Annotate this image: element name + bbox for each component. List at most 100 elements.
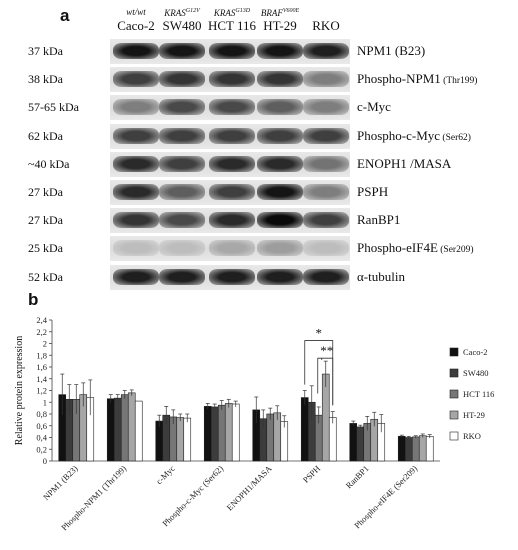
bar [134, 400, 143, 462]
cell-line-label: SW480 [162, 18, 202, 33]
protein-label: NPM1 (B23) [357, 43, 426, 58]
blot-band [257, 71, 303, 88]
y-tick-label: 1 [43, 397, 47, 407]
mutation-label: V600E [282, 8, 300, 14]
genotype-label: BRAFV600E [260, 8, 300, 18]
bar [425, 436, 434, 462]
x-category-label: RanBP1 [344, 463, 371, 490]
significance-star: ** [320, 343, 333, 358]
column-header: KRASG12V SW480 [152, 8, 212, 33]
blot-band [209, 43, 255, 59]
blot-band [113, 212, 159, 229]
cell-line-label: Caco-2 [117, 18, 155, 33]
blot-strip [110, 264, 350, 290]
molecular-weight-label: 52 kDa [28, 269, 63, 284]
bar-chart: 0 0,20,4 0,6 0,8 11,2 1,4 1,6 1,82 2,2 2,4 Relativ… [14, 315, 494, 532]
blot-band [159, 268, 205, 285]
y-tick-label: 0,2 [36, 444, 47, 454]
y-tick-label: 1,4 [36, 374, 47, 384]
phospho-site-label: (Ser62) [440, 132, 471, 143]
y-tick-label: 1,6 [36, 362, 47, 372]
bar [127, 392, 136, 462]
blot-row: 27 kDa PSPH [0, 179, 518, 206]
blot-band [159, 240, 205, 257]
blot-band [113, 43, 159, 59]
protein-label: Phospho-NPM1 (Thr199) [357, 71, 478, 87]
bar [210, 406, 219, 462]
legend-label: HCT 116 [463, 389, 494, 399]
phospho-site-label: (Ser209) [437, 245, 474, 256]
blot-band [113, 184, 159, 200]
y-axis-label: Relative protein expression [14, 336, 25, 445]
bar [266, 413, 275, 462]
blot-band [257, 212, 303, 229]
protein-label: RanBP1 [357, 212, 401, 228]
blot-band [209, 99, 255, 116]
protein-label: PSPH [357, 184, 389, 199]
column-header: RKO [296, 8, 356, 33]
blot-strip [110, 208, 350, 234]
legend-swatch [449, 410, 459, 420]
blot-band [257, 268, 303, 285]
blot-band [113, 71, 159, 88]
column-header: wt/wt Caco-2 [106, 7, 166, 33]
bar [349, 423, 358, 462]
y-tick-label: 0,4 [36, 433, 47, 443]
significance-bracket [321, 357, 334, 406]
bar [321, 373, 330, 462]
blot-strip [110, 123, 350, 149]
genotype-label: wt/wt [126, 7, 146, 17]
blot-band [303, 99, 349, 116]
legend-swatch [449, 389, 459, 399]
molecular-weight-label: 25 kDa [28, 241, 63, 256]
legend-swatch [449, 431, 459, 441]
blot-band [209, 127, 255, 144]
legend-label: RKO [463, 431, 481, 441]
y-tick-label: 0 [43, 456, 47, 466]
blot-band [303, 71, 349, 88]
blot-band [303, 240, 349, 257]
blot-band [113, 99, 159, 116]
phospho-site-label: (Thr199) [440, 76, 478, 87]
y-tick-label: 0,8 [36, 409, 47, 419]
blot-band [303, 127, 349, 144]
blot-band [113, 127, 159, 144]
blot-row: 57-65 kDa c-Myc [0, 94, 518, 121]
protein-label: ENOPH1 /MASA [357, 155, 452, 171]
panel-a-label: a [60, 6, 70, 25]
bar [203, 406, 212, 462]
bar [300, 397, 309, 462]
y-tick-label: 1,8 [36, 350, 47, 360]
blot-strip [110, 151, 350, 177]
genotype-label: KRASG12V [164, 8, 200, 18]
bar [397, 436, 406, 462]
blot-band [159, 127, 205, 144]
bar [411, 436, 420, 462]
significance-bracket [317, 357, 322, 394]
blot-band [209, 184, 255, 200]
molecular-weight-label: 57-65 kDa [28, 100, 79, 115]
protein-label: Phospho-eIF4E (Ser209) [357, 240, 474, 256]
x-category-label: PSPH [301, 463, 322, 484]
x-category-label: c-Myc [154, 463, 177, 486]
blot-band [159, 212, 205, 229]
x-category-label: ENOPH1/MASA [225, 463, 275, 513]
legend-swatch [449, 347, 459, 357]
blot-row: 25 kDa Phospho-eIF4E (Ser209) [0, 235, 518, 262]
bar [224, 403, 233, 462]
bar [106, 398, 115, 462]
blot-band [209, 240, 255, 257]
blot-band [113, 240, 159, 257]
y-tick-label: 2 [43, 339, 47, 349]
molecular-weight-label: 62 kDa [28, 128, 63, 143]
bar [217, 404, 226, 462]
molecular-weight-label: 37 kDa [28, 44, 63, 58]
y-tick-label: 1,2 [36, 386, 47, 396]
legend-label: Caco-2 [463, 347, 488, 357]
bar [176, 417, 185, 462]
blot-strip [110, 236, 350, 262]
legend-swatch [449, 368, 459, 378]
blot-band [303, 212, 349, 229]
bar [155, 420, 164, 462]
blot-band [209, 155, 255, 172]
